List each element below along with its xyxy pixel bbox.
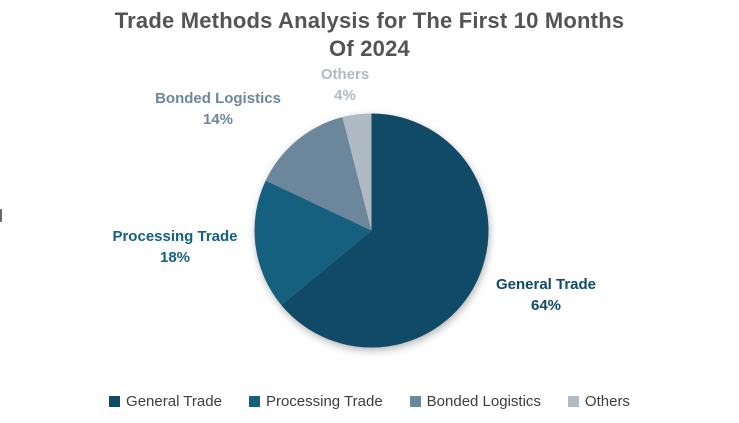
slice-label-general-trade-value: 64%: [530, 297, 562, 314]
slice-label-bonded-logistics-name: Bonded Logistics: [155, 90, 281, 107]
pie-chart: [254, 113, 489, 348]
pie-plot-area: [254, 113, 489, 348]
slice-label-others-value: 4%: [334, 87, 356, 104]
slice-label-bonded-logistics-value: 14%: [202, 111, 234, 128]
chart-title-line2: Of 2024: [329, 36, 410, 61]
legend-item-general-trade: General Trade: [109, 393, 222, 410]
legend-swatch-bonded-logistics: [409, 396, 421, 407]
legend-label-bonded-logistics: Bonded Logistics: [426, 393, 541, 410]
legend-label-others: Others: [584, 393, 630, 410]
pie-slice-general-trade: [281, 113, 489, 348]
slice-label-bonded-logistics: Bonded Logistics 14%: [155, 88, 281, 130]
pie-slice-bonded-logistics: [265, 117, 372, 231]
legend-label-general-trade: General Trade: [126, 393, 222, 410]
clipped-left-edge-artifact: [0, 209, 2, 222]
slice-label-processing-trade: Processing Trade 18%: [112, 226, 237, 268]
slice-label-general-trade-name: General Trade: [495, 276, 597, 293]
slice-label-others: Others 4%: [321, 64, 369, 106]
pie-slice-processing-trade: [254, 180, 372, 306]
slice-label-general-trade: General Trade 64%: [496, 274, 596, 316]
slice-label-processing-trade-value: 18%: [159, 249, 191, 266]
legend-swatch-general-trade: [109, 396, 121, 407]
legend-item-others: Others: [567, 393, 630, 410]
legend-item-processing-trade: Processing Trade: [248, 393, 383, 410]
legend-swatch-others: [567, 396, 579, 407]
chart-title-line1: Trade Methods Analysis for The First 10 …: [114, 8, 625, 33]
slice-label-processing-trade-name: Processing Trade: [112, 228, 238, 245]
slice-label-others-name: Others: [320, 66, 370, 83]
legend-label-processing-trade: Processing Trade: [265, 393, 383, 410]
chart-title: Trade Methods Analysis for The First 10 …: [0, 7, 739, 63]
legend-item-bonded-logistics: Bonded Logistics: [409, 393, 541, 410]
pie-slice-others: [342, 113, 372, 231]
legend-swatch-processing-trade: [248, 396, 260, 407]
legend: General Trade Processing Trade Bonded Logi…: [0, 393, 739, 410]
